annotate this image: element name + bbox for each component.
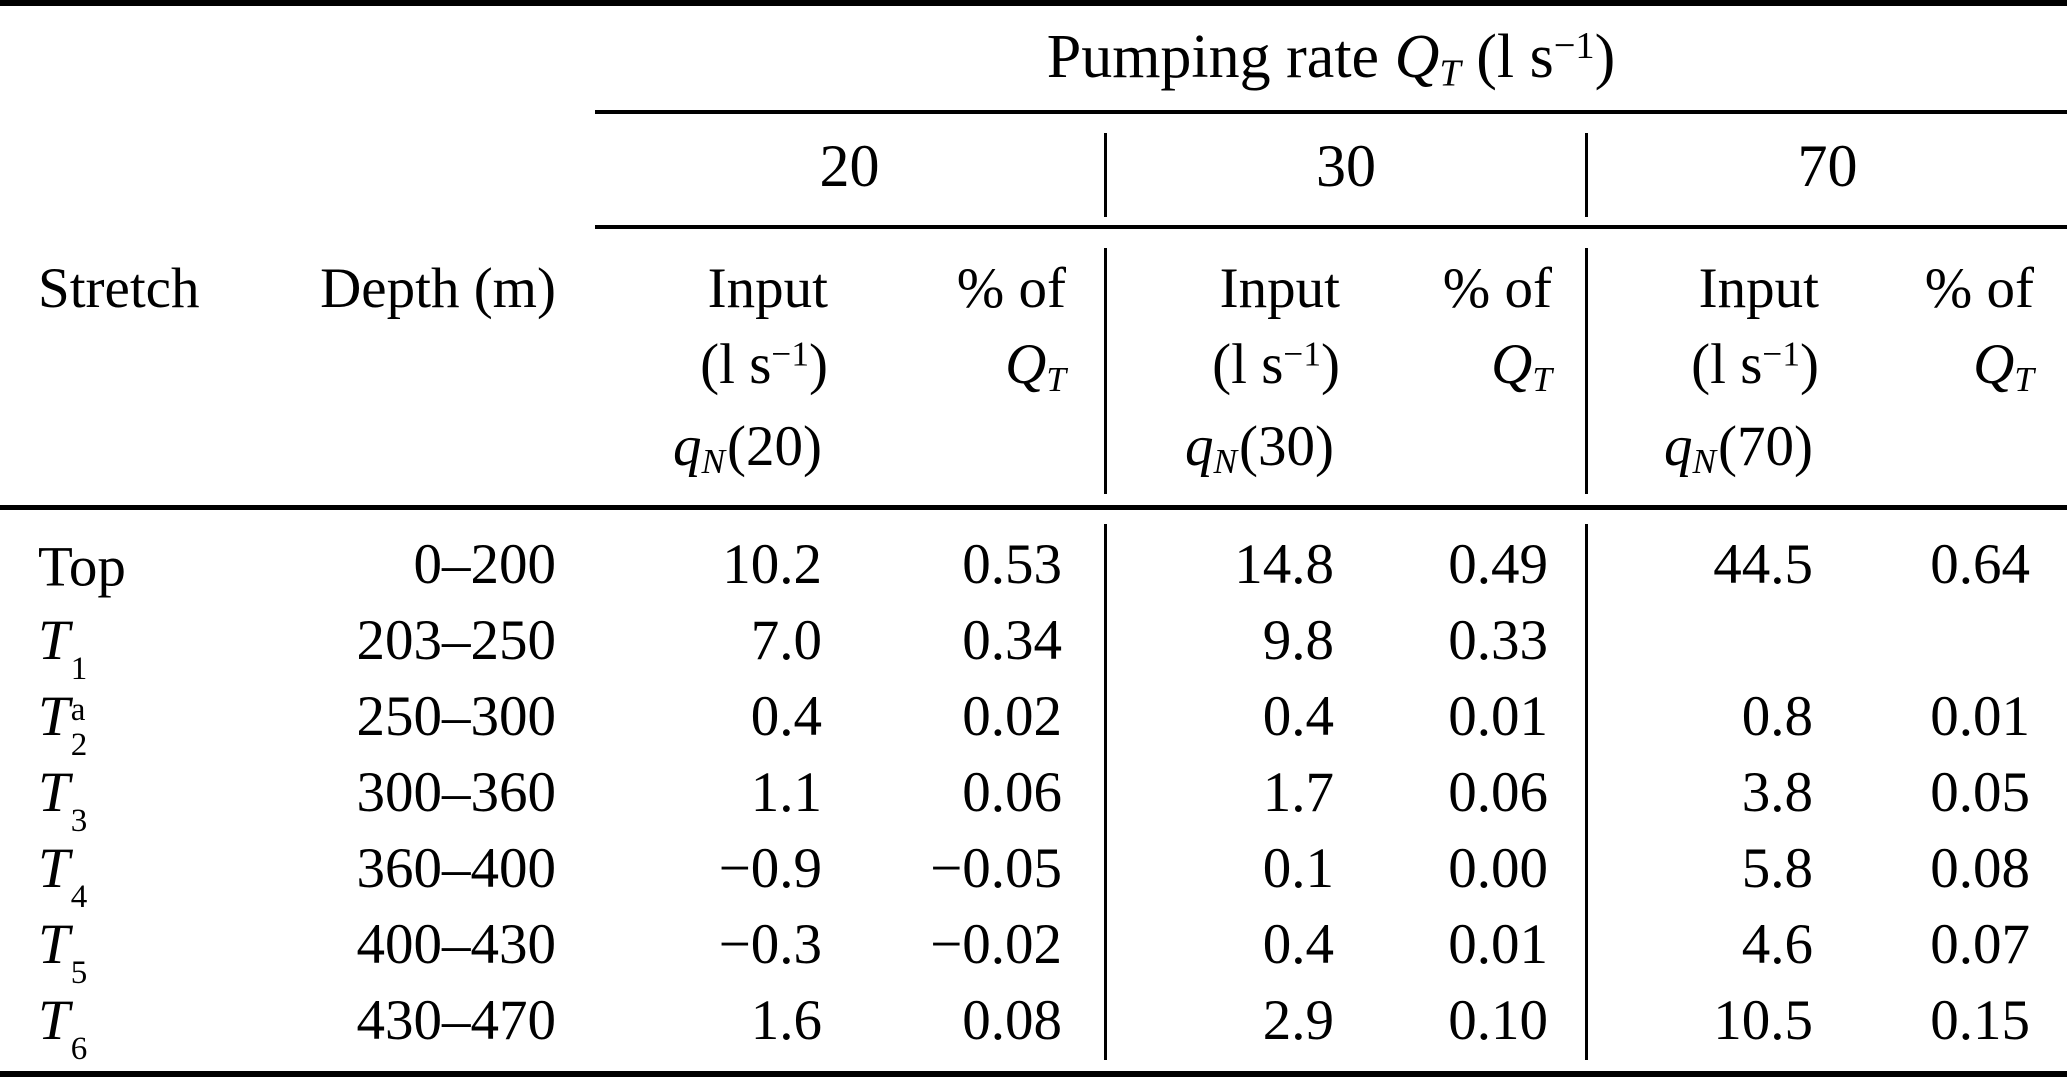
depth-value: 300–360 [356,761,557,824]
pct-header-20: % of [956,257,1066,320]
pct-value-70: 0.01 [1930,685,2030,748]
pct-value-20: 0.06 [962,761,1062,824]
input-value-70: 5.8 [1741,837,1813,900]
input-value-30: 1.7 [1262,761,1334,824]
stretch-column-header: Stretch [38,257,200,320]
input-value-30: 0.4 [1262,913,1334,976]
table-row: Top 0–200 10.2 0.53 14.8 0.49 44.5 0.64 [0,536,2067,596]
input-header-20: Input [707,257,828,320]
input-value-30: 0.4 [1262,685,1334,748]
depth-value: 250–300 [356,685,557,748]
depth-value: 430–470 [356,989,557,1052]
input-value-70: 3.8 [1741,761,1813,824]
group-separator-bar [1104,248,1107,494]
pct-value-30: 0.49 [1448,533,1548,596]
input-unit-70: (l s−1) [1691,333,1819,396]
input-value-20: −0.3 [718,913,822,976]
qn-header-30: qN(30) [1184,415,1334,481]
depth-column-header: Depth (m) [320,257,556,320]
pct-value-70: 0.08 [1930,837,2030,900]
pct-qt-20: QT [1005,333,1066,399]
input-header-30: Input [1219,257,1340,320]
pct-header-30: % of [1442,257,1552,320]
pct-value-30: 0.00 [1448,837,1548,900]
input-value-70: 0.8 [1741,685,1813,748]
group-separator-bar [1104,133,1107,217]
pct-value-70: 0.64 [1930,533,2030,596]
pct-value-20: 0.34 [962,609,1062,672]
group-separator-bar [1585,524,1588,1060]
input-value-30: 14.8 [1234,533,1334,596]
input-value-20: −0.9 [718,837,822,900]
stretch-label: Top [38,535,126,599]
pct-value-70: 0.07 [1930,913,2030,976]
input-value-70: 44.5 [1713,533,1813,596]
rate-column-20: 20 [819,133,880,199]
input-value-30: 0.1 [1262,837,1334,900]
header-body-rule [0,505,2067,510]
depth-value: 400–430 [356,913,557,976]
pct-value-20: 0.02 [962,685,1062,748]
pct-value-20: −0.05 [930,837,1062,900]
rate-column-30: 30 [1316,133,1376,199]
bottom-rule [0,1071,2067,1077]
pct-value-70: 0.05 [1930,761,2030,824]
input-value-30: 9.8 [1262,609,1334,672]
input-value-70: 4.6 [1741,913,1813,976]
input-value-20: 10.2 [722,533,822,596]
qn-header-20: qN(20) [672,415,822,481]
input-value-20: 1.6 [750,989,822,1052]
qn-header-70: qN(70) [1663,415,1813,481]
input-value-70: 10.5 [1713,989,1813,1052]
pct-value-20: 0.53 [962,533,1062,596]
group-separator-bar [1585,248,1588,494]
group-separator-bar [1585,133,1588,217]
pct-qt-30: QT [1491,333,1552,399]
top-rule [0,0,2067,6]
depth-value: 360–400 [356,837,557,900]
pct-value-30: 0.10 [1448,989,1548,1052]
group-separator-bar [1104,524,1107,1060]
input-value-20: 7.0 [750,609,822,672]
input-unit-20: (l s−1) [700,333,828,396]
input-value-20: 1.1 [750,761,822,824]
input-value-30: 2.9 [1262,989,1334,1052]
input-header-70: Input [1698,257,1819,320]
input-unit-30: (l s−1) [1212,333,1340,396]
pct-value-30: 0.01 [1448,685,1548,748]
pct-qt-70: QT [1973,333,2034,399]
depth-value: 203–250 [356,609,557,672]
pct-value-30: 0.33 [1448,609,1548,672]
input-value-20: 0.4 [750,685,822,748]
pct-value-20: 0.08 [962,989,1062,1052]
pumping-rate-header: Pumping rate QT (l s−1) [1046,23,1616,95]
pct-value-20: −0.02 [930,913,1062,976]
pct-value-30: 0.01 [1448,913,1548,976]
pct-value-70: 0.15 [1930,989,2030,1052]
pct-header-70: % of [1924,257,2034,320]
depth-value: 0–200 [413,533,557,596]
pct-value-30: 0.06 [1448,761,1548,824]
rate-column-70: 70 [1797,133,1858,199]
rate-columns-underline-rule [595,225,2067,229]
pumping-rate-underline-rule [595,110,2067,114]
